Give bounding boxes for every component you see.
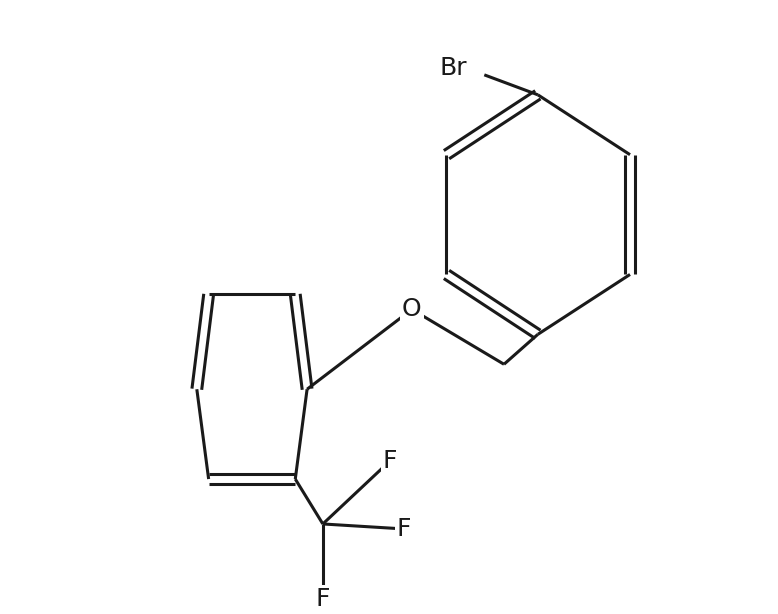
Text: F: F	[383, 449, 397, 473]
Text: O: O	[402, 297, 422, 321]
Text: Br: Br	[440, 56, 467, 80]
Text: F: F	[397, 517, 412, 541]
Text: F: F	[316, 587, 330, 611]
